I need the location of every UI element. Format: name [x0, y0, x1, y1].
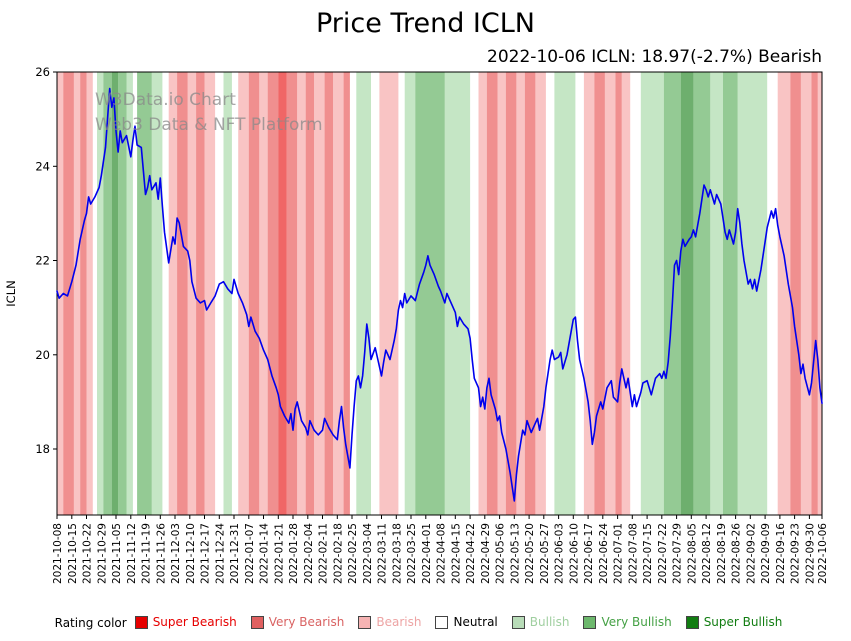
legend-item-label: Super Bullish — [703, 615, 783, 629]
svg-text:20: 20 — [35, 348, 50, 362]
svg-text:2022-05-27: 2022-05-27 — [539, 523, 551, 584]
svg-text:2021-12-10: 2021-12-10 — [185, 523, 197, 584]
svg-text:2021-12-24: 2021-12-24 — [214, 523, 226, 584]
svg-text:2022-04-15: 2022-04-15 — [450, 523, 462, 584]
legend-label: Rating color — [54, 616, 127, 631]
legend-entry: Very Bullish — [583, 615, 672, 629]
svg-text:2022-09-09: 2022-09-09 — [760, 523, 772, 584]
legend-entry: Bullish — [511, 615, 570, 629]
svg-text:2022-06-10: 2022-06-10 — [568, 523, 580, 584]
svg-text:2022-01-07: 2022-01-07 — [244, 523, 256, 584]
legend-entry: Very Bearish — [250, 615, 345, 629]
svg-text:2021-11-26: 2021-11-26 — [155, 523, 167, 584]
svg-text:2022-04-08: 2022-04-08 — [436, 523, 448, 584]
svg-text:2022-02-11: 2022-02-11 — [318, 523, 330, 584]
legend-item-label: Bullish — [529, 615, 570, 629]
rating-legend: Rating color Super Bearish Very Bearish Be… — [0, 615, 851, 632]
legend-items: Super Bearish Very Bearish Bearish Neutral B… — [134, 615, 797, 632]
rating-bands — [57, 72, 822, 515]
svg-text:24: 24 — [35, 159, 50, 173]
svg-text:2022-07-22: 2022-07-22 — [657, 523, 669, 584]
svg-text:2022-06-24: 2022-06-24 — [598, 523, 610, 584]
svg-text:2021-10-08: 2021-10-08 — [52, 523, 64, 584]
svg-text:2022-02-04: 2022-02-04 — [303, 523, 315, 584]
svg-text:2022-01-21: 2022-01-21 — [273, 523, 285, 584]
svg-text:2022-03-11: 2022-03-11 — [377, 523, 389, 584]
svg-text:2022-07-01: 2022-07-01 — [613, 523, 625, 584]
legend-swatch — [511, 615, 525, 629]
svg-text:2022-01-28: 2022-01-28 — [288, 523, 300, 584]
svg-text:2021-12-17: 2021-12-17 — [200, 523, 212, 584]
svg-text:2022-07-15: 2022-07-15 — [642, 523, 654, 584]
svg-text:2022-08-12: 2022-08-12 — [701, 523, 713, 584]
x-axis: 2021-10-08 2021-10-15 2021-10-22 2021-10-29… — [52, 515, 829, 584]
legend-entry: Super Bearish — [134, 615, 237, 629]
svg-text:2022-10-06: 2022-10-06 — [817, 523, 829, 584]
legend-swatch — [685, 615, 699, 629]
svg-text:2022-07-08: 2022-07-08 — [627, 523, 639, 584]
svg-text:2021-11-12: 2021-11-12 — [126, 523, 138, 584]
legend-swatch — [435, 615, 449, 629]
legend-entry: Bearish — [358, 615, 421, 629]
svg-text:26: 26 — [35, 65, 50, 79]
svg-text:2022-03-25: 2022-03-25 — [406, 523, 418, 584]
svg-text:18: 18 — [35, 442, 50, 456]
svg-text:2021-10-22: 2021-10-22 — [82, 523, 94, 584]
page-title: Price Trend ICLN — [316, 8, 535, 39]
svg-text:2022-09-02: 2022-09-02 — [745, 523, 757, 584]
legend-entry: Neutral — [435, 615, 498, 629]
legend-swatch — [358, 615, 372, 629]
legend-item-label: Bearish — [376, 615, 422, 629]
legend-entry: Super Bullish — [685, 615, 783, 629]
y-axis: 18 20 22 24 26 — [35, 65, 57, 456]
svg-text:2021-12-31: 2021-12-31 — [229, 523, 241, 584]
svg-text:2022-06-03: 2022-06-03 — [554, 523, 566, 584]
svg-text:2022-07-29: 2022-07-29 — [672, 523, 684, 584]
legend-item-label: Super Bearish — [152, 615, 237, 629]
chart-subtitle: 2022-10-06 ICLN: 18.97(-2.7%) Bearish — [487, 47, 822, 67]
legend-swatch — [134, 615, 148, 629]
legend-item-label: Neutral — [453, 615, 498, 629]
svg-text:2021-11-19: 2021-11-19 — [141, 523, 153, 584]
svg-text:2022-03-04: 2022-03-04 — [362, 523, 374, 584]
svg-text:2022-04-29: 2022-04-29 — [480, 523, 492, 584]
svg-text:2022-08-05: 2022-08-05 — [686, 523, 698, 584]
legend-item-label: Very Bullish — [601, 615, 672, 629]
legend-swatch — [250, 615, 264, 629]
price-line — [56, 87, 823, 502]
svg-text:2022-09-16: 2022-09-16 — [775, 523, 787, 584]
svg-text:2022-08-19: 2022-08-19 — [716, 523, 728, 584]
svg-text:2022-04-01: 2022-04-01 — [421, 523, 433, 584]
svg-text:2022-06-17: 2022-06-17 — [583, 523, 595, 584]
svg-text:2021-10-29: 2021-10-29 — [96, 523, 108, 584]
y-axis-label: ICLN — [4, 280, 18, 306]
svg-text:2021-12-03: 2021-12-03 — [170, 523, 182, 584]
svg-text:2022-03-18: 2022-03-18 — [391, 523, 403, 584]
svg-text:2022-09-23: 2022-09-23 — [790, 523, 802, 584]
svg-text:2022-08-26: 2022-08-26 — [731, 523, 743, 584]
svg-text:2022-09-30: 2022-09-30 — [804, 523, 816, 584]
legend-swatch — [583, 615, 597, 629]
svg-text:2021-10-15: 2021-10-15 — [67, 523, 79, 584]
svg-text:2022-02-25: 2022-02-25 — [347, 523, 359, 584]
svg-text:2022-02-18: 2022-02-18 — [332, 523, 344, 584]
svg-text:2022-04-22: 2022-04-22 — [465, 523, 477, 584]
svg-text:2022-05-20: 2022-05-20 — [524, 523, 536, 584]
svg-text:22: 22 — [35, 254, 50, 268]
svg-text:2022-05-13: 2022-05-13 — [509, 523, 521, 584]
svg-text:2022-01-14: 2022-01-14 — [259, 523, 271, 584]
svg-text:2021-11-05: 2021-11-05 — [111, 523, 123, 584]
svg-text:2022-05-06: 2022-05-06 — [495, 523, 507, 584]
legend-item-label: Very Bearish — [268, 615, 345, 629]
